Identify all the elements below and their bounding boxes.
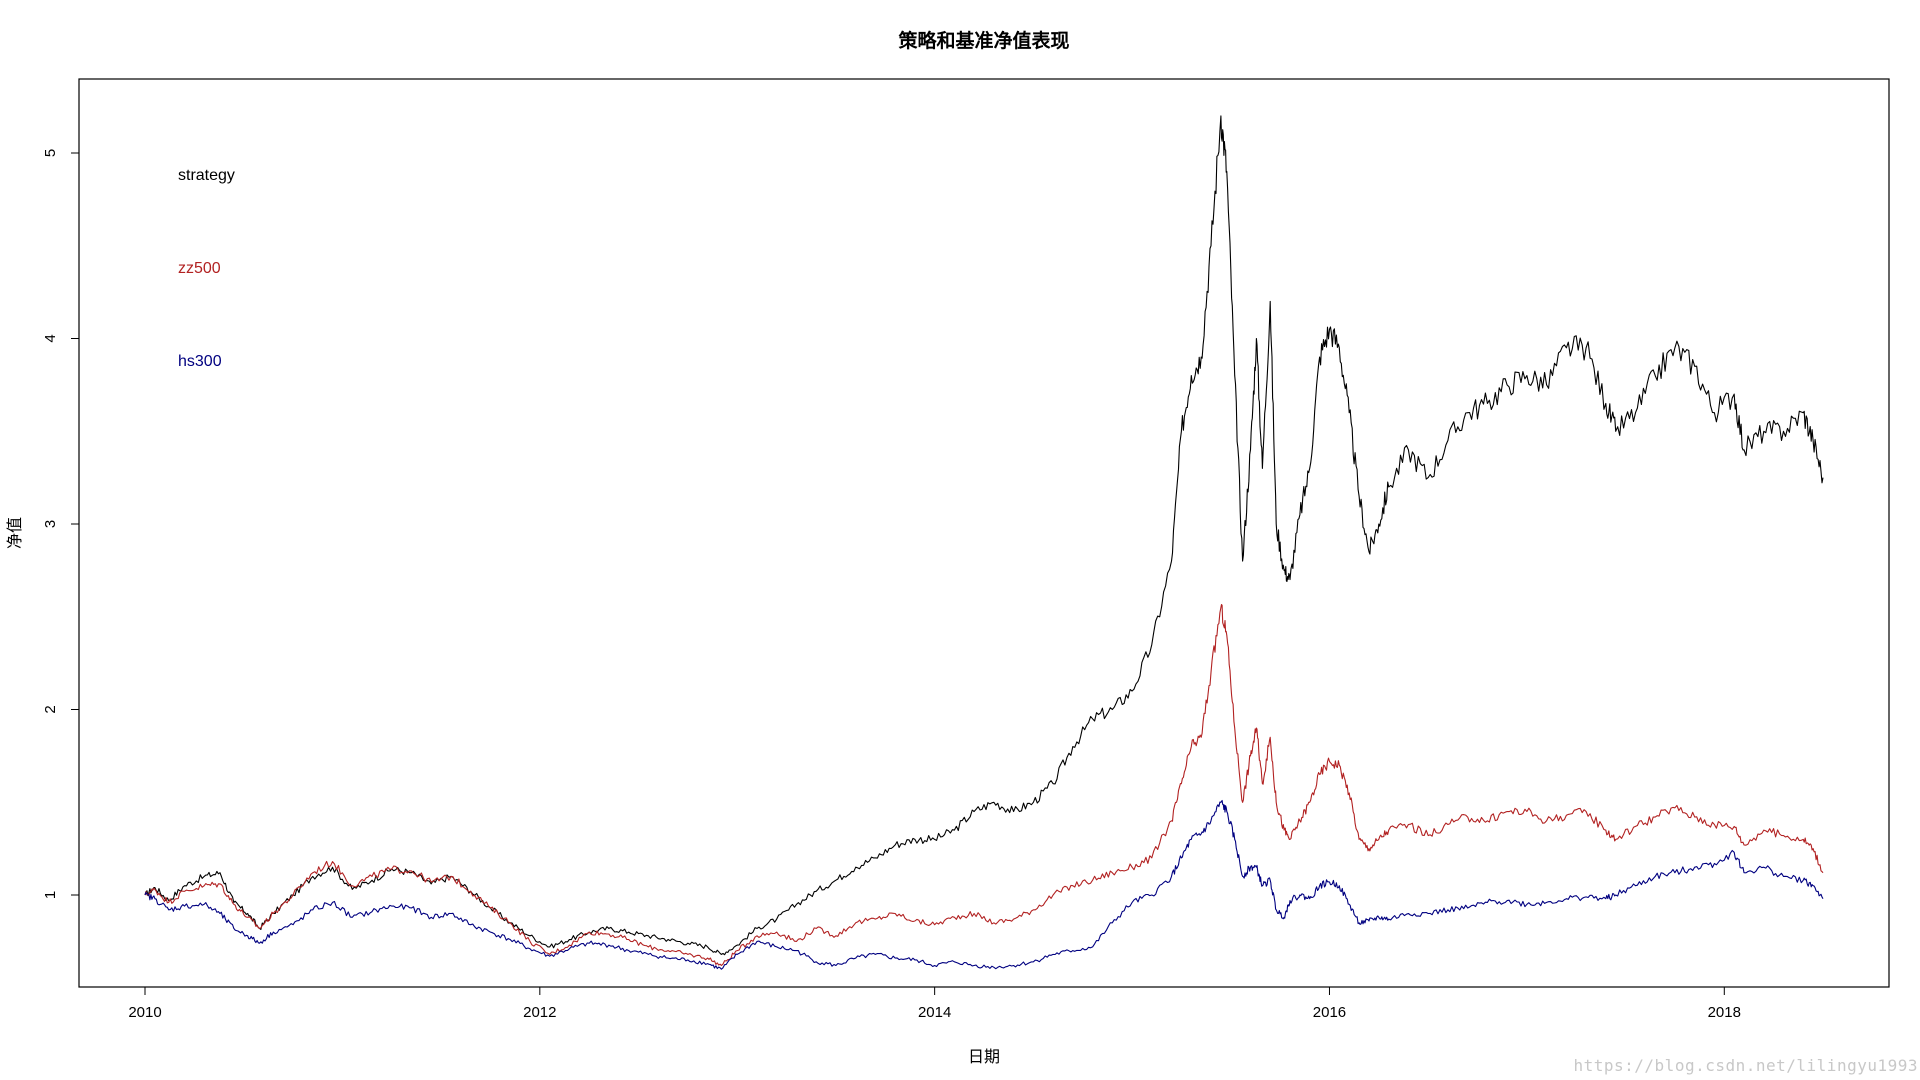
legend-entry-zz500: zz500 [178,260,221,277]
x-tick-label: 2014 [918,1004,951,1021]
y-tick-label: 5 [42,149,59,157]
watermark-text: https://blog.csdn.net/lilingyu1993 [1573,1056,1918,1075]
series-line-strategy [144,115,1824,956]
y-axis: 1 2 3 4 5 [42,149,79,899]
x-tick-label: 2016 [1313,1004,1346,1021]
chart-title: 策略和基准净值表现 [898,29,1069,52]
x-axis: 2010 2012 2014 2016 2018 [128,987,1741,1021]
y-tick-label: 4 [42,334,59,342]
x-tick-label: 2010 [128,1004,161,1021]
series-line-hs300 [144,799,1824,970]
x-axis-label: 日期 [968,1047,1000,1066]
y-tick-label: 2 [42,705,59,713]
y-tick-label: 1 [42,891,59,899]
legend-entry-strategy: strategy [178,167,235,184]
series-layer [144,115,1824,970]
plot-area-frame [78,78,1890,988]
x-tick-label: 2018 [1708,1004,1741,1021]
x-tick-label: 2012 [523,1004,556,1021]
legend-entry-hs300: hs300 [178,353,222,370]
y-tick-label: 3 [42,520,59,528]
series-line-zz500 [144,603,1824,967]
y-axis-label: 净值 [5,517,24,549]
legend: strategy zz500 hs300 [178,167,235,370]
